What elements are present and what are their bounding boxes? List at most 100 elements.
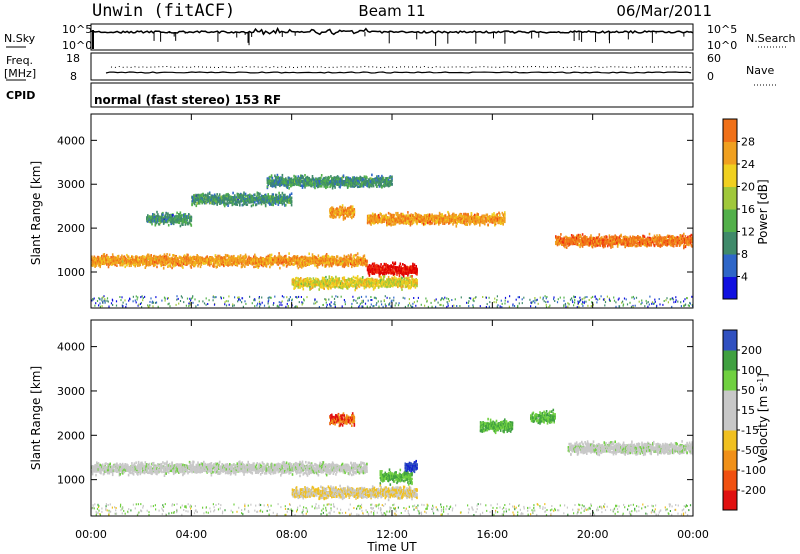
power-cell-6 <box>262 258 264 261</box>
power-cell-6 <box>295 259 298 262</box>
power-cell-5 <box>318 281 320 285</box>
power-cell-6 <box>158 255 161 258</box>
power-cell-2 <box>328 176 331 179</box>
nave-label: Nave <box>746 64 774 77</box>
power-cell-5 <box>353 281 356 285</box>
power-cell-6 <box>135 257 137 260</box>
power-cell-6 <box>286 261 289 265</box>
power-cell-1 <box>221 198 223 201</box>
power-cell-1 <box>237 200 239 203</box>
power-cell-4 <box>366 265 369 269</box>
power-cell-2 <box>356 178 358 181</box>
power-cell-2 <box>327 182 330 186</box>
power-cell-6 <box>274 255 276 258</box>
power-cell-6 <box>158 261 161 264</box>
power-cell-5 <box>406 282 408 286</box>
power-cell-0 <box>147 218 149 221</box>
power-cell-6 <box>297 258 300 261</box>
power-cell-3 <box>344 206 346 210</box>
power-cell-4 <box>406 266 408 269</box>
power-cell-2 <box>281 181 284 185</box>
power-cell-5 <box>343 276 346 279</box>
power-cell-6 <box>241 257 244 260</box>
power-cell-1 <box>289 194 291 197</box>
power-cell-1 <box>256 191 259 195</box>
power-cell-2 <box>360 182 362 186</box>
power-cell-2 <box>330 184 332 187</box>
power-cell-5 <box>382 283 385 286</box>
power-cell-4 <box>388 265 391 268</box>
power-cell-4 <box>416 267 418 271</box>
power-cell-6 <box>129 257 132 260</box>
power-cell-1 <box>212 200 214 203</box>
power-cell-0 <box>165 215 167 219</box>
power-cell-2 <box>381 178 383 181</box>
power-cell-6 <box>155 255 157 259</box>
power-cell-0 <box>179 216 182 219</box>
power-cell-1 <box>268 196 270 200</box>
power-cell-4 <box>380 267 382 271</box>
power-cell-6 <box>175 256 177 259</box>
power-cell-6 <box>275 256 278 260</box>
power-cell-5 <box>332 279 335 282</box>
power-cell-6 <box>260 263 263 267</box>
power-cell-6 <box>116 259 118 263</box>
power-cell-6 <box>147 261 149 264</box>
power-cell-4 <box>416 271 418 275</box>
power-cell-3 <box>348 211 351 214</box>
power-cell-2 <box>268 179 270 183</box>
power-cell-1 <box>211 202 213 205</box>
power-cell-2 <box>351 184 354 187</box>
power-cell-6 <box>111 263 113 266</box>
power-cell-6 <box>121 262 123 266</box>
power-cell-5 <box>360 282 362 285</box>
power-cell-2 <box>323 182 325 186</box>
power-cell-2 <box>323 180 325 184</box>
freq-panel-frame <box>90 52 694 81</box>
power-cell-6 <box>266 257 269 260</box>
power-cell-6 <box>246 261 249 265</box>
power-cell-4 <box>411 265 413 268</box>
power-cell-5 <box>416 280 418 284</box>
power-cell-4 <box>371 267 374 271</box>
power-cell-6 <box>142 257 145 261</box>
power-cell-5 <box>374 280 376 283</box>
power-cell-5 <box>326 278 329 282</box>
power-cell-5 <box>302 281 305 285</box>
power-cell-1 <box>280 197 283 201</box>
power-cell-0 <box>188 213 190 216</box>
power-cell-6 <box>285 254 287 258</box>
power-cell-6 <box>149 255 152 258</box>
power-cell-0 <box>158 217 161 220</box>
power-cell-5 <box>295 281 298 285</box>
power-cell-5 <box>334 286 336 289</box>
power-cell-6 <box>113 256 116 259</box>
power-cell-4 <box>402 267 404 270</box>
power-cell-6 <box>297 266 300 270</box>
power-cell-6 <box>150 254 152 257</box>
power-cell-4 <box>397 266 399 269</box>
power-cell-5 <box>318 283 320 287</box>
power-cell-2 <box>325 180 328 184</box>
power-cell-2 <box>331 186 334 190</box>
power-cell-2 <box>335 180 337 184</box>
power-cell-6 <box>273 256 275 260</box>
power-cell-4 <box>392 272 395 275</box>
power-cell-6 <box>279 256 281 259</box>
power-cell-1 <box>272 202 274 205</box>
power-cell-1 <box>200 197 203 201</box>
power-cell-4 <box>371 272 374 275</box>
power-cell-2 <box>279 180 281 183</box>
power-cell-1 <box>239 194 242 197</box>
power-cell-2 <box>273 179 275 183</box>
power-cell-2 <box>348 181 351 185</box>
power-cell-6 <box>166 253 168 256</box>
power-cell-1 <box>272 193 274 196</box>
power-cell-1 <box>203 200 205 204</box>
power-cell-2 <box>362 180 365 183</box>
power-cell-1 <box>290 201 293 204</box>
power-cell-3 <box>331 215 334 219</box>
power-cell-2 <box>311 182 314 185</box>
power-cell-3 <box>353 210 356 214</box>
power-cell-1 <box>254 197 256 200</box>
